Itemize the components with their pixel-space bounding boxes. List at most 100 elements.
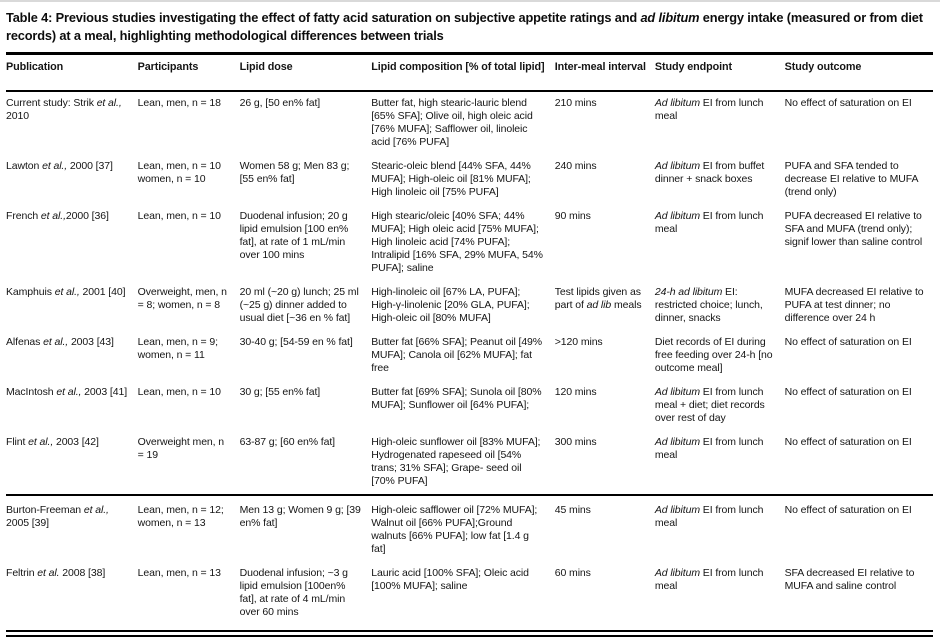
cell-participants: Lean, men, n = 10 [138,381,240,431]
text-segment: et al., [96,96,122,109]
cell-participants: Lean, men, n = 18 [138,91,240,155]
text-segment: energy intake (measured or from diet rec… [6,10,923,43]
table-row: Kamphuis et al., 2001 [40] Overweight, m… [6,281,933,331]
col-header-lipid-composition: Lipid composition [% of total lipid] [371,53,555,92]
cell-publication: Lawton et al., 2000 [37] [6,155,138,205]
text-segment: 30 g; [55 en% fat] [239,385,321,398]
cell-publication: Current study: Strik et al., 2010 [6,91,138,155]
text-segment: Lean, men, n = 9; women, n = 11 [137,335,218,361]
cell-lipid-dose: 20 ml (~20 g) lunch; 25 ml (~25 g) dinne… [240,281,372,331]
text-segment: High-oleic safflower oil [72% MUFA]; Wal… [371,504,538,556]
text-segment: 2000 [37] [67,159,113,172]
text-segment: Ad libitum [654,159,700,172]
table-row: Current study: Strik et al., 2010 Lean, … [6,91,933,155]
cell-publication: Kamphuis et al., 2001 [40] [6,281,138,331]
cell-study-outcome: No effect of saturation on EI [785,381,933,431]
text-segment: Lawton [6,159,43,172]
col-header-study-outcome: Study outcome [784,53,933,92]
text-segment: 2000 [36] [65,209,109,222]
text-segment: ad libitum [640,10,700,25]
text-segment: Lean, men, n = 13 [137,567,221,580]
cell-study-endpoint: Ad libitum EI from buffet dinner + snack… [655,155,785,205]
table-row: Alfenas et al., 2003 [43] Lean, men, n =… [6,331,933,381]
cell-lipid-dose: Men 13 g; Women 9 g; [39 en% fat] [239,494,372,563]
cell-lipid-composition: Stearic-oleic blend [44% SFA, 44% MUFA];… [371,155,555,205]
cell-participants: Lean, men, n = 10 women, n = 10 [138,155,240,205]
text-segment: EI: restricted choice; lunch, dinner, sn… [654,285,763,324]
col-header-lipid-dose: Lipid dose [239,53,372,92]
cell-study-endpoint: Ad libitum EI from lunch meal + diet; di… [655,381,785,431]
cell-study-endpoint: Diet records of EI during free feeding o… [655,331,785,381]
text-segment: >120 mins [554,335,603,348]
text-segment: 2003 [43] [68,335,114,348]
text-segment: 2001 [40] [79,285,126,298]
text-segment: 90 mins [554,209,591,222]
cell-lipid-dose: 26 g, [50 en% fat] [240,91,372,155]
text-segment: No effect of saturation on EI [784,335,912,348]
text-segment: 240 mins [554,159,597,172]
table-row: Flint et al., 2003 [42] Overweight men, … [6,431,933,495]
cell-study-outcome: MUFA decreased EI relative to PUFA at te… [785,281,933,331]
text-segment: et al., [40,209,66,222]
text-segment: EI from lunch meal [654,504,764,530]
text-segment: et al., [42,159,68,172]
cell-participants: Lean, men, n = 13 [138,562,240,634]
text-segment: 30-40 g; [54-59 en % fat] [239,335,353,348]
text-segment: Alfenas [6,335,44,348]
text-segment: High stearic/oleic [40% SFA; 44% MUFA]; … [371,209,543,274]
text-segment: meals [611,298,642,311]
cell-participants: Lean, men, n = 12; women, n = 13 [137,494,240,563]
text-segment: et al., [43,335,69,348]
cell-participants: Lean, men, n = 10 [138,205,240,281]
text-segment: Burton-Freeman [6,504,84,517]
cell-participants: Overweight, men, n = 8; women, n = 8 [138,281,240,331]
text-segment: 2003 [41] [81,385,128,398]
text-segment: EI from lunch meal [654,567,764,593]
text-segment: Butter fat [66% SFA]; Peanut oil [49% MU… [371,335,543,374]
text-segment: Lauric acid [100% SFA]; Oleic acid [100%… [371,567,529,593]
header-row: Publication Participants Lipid dose Lipi… [6,53,933,92]
cell-study-outcome: No effect of saturation on EI [785,91,933,155]
text-segment: High-linoleic oil [67% LA, PUFA]; High-γ… [371,285,530,324]
text-segment: et al. [37,567,60,580]
text-segment: EI from buffet dinner + snack boxes [654,159,765,185]
text-segment: et al., [56,385,82,398]
text-segment: 2003 [42] [53,436,99,449]
text-segment: Butter fat, high stearic-lauric blend [6… [371,96,533,148]
text-segment: 20 ml (~20 g) lunch; 25 ml (~25 g) dinne… [239,285,359,324]
cell-inter-meal-interval: Test lipids given as part of ad lib meal… [555,281,655,331]
table-header: Publication Participants Lipid dose Lipi… [6,53,933,92]
text-segment: Stearic-oleic blend [44% SFA, 44% MUFA];… [371,159,531,198]
text-segment: EI from lunch meal [654,209,764,235]
text-segment: 63-87 g; [60 en% fat] [239,436,335,449]
text-segment: Duodenal infusion; ~3 g lipid emulsion [… [239,567,348,619]
table-row: MacIntosh et al., 2003 [41] Lean, men, n… [6,381,933,431]
cell-study-outcome: No effect of saturation on EI [784,494,933,563]
cell-lipid-dose: Women 58 g; Men 83 g; [55 en% fat] [240,155,372,205]
text-segment: PUFA decreased EI relative to SFA and MU… [784,209,923,248]
cell-publication: Alfenas et al., 2003 [43] [6,331,138,381]
cell-study-endpoint: 24-h ad libitum EI: restricted choice; l… [655,281,785,331]
table-row: Feltrin et al. 2008 [38] Lean, men, n = … [6,562,933,634]
cell-lipid-dose: Duodenal infusion; 20 g lipid emulsion [… [240,205,372,281]
cell-lipid-composition: High-oleic sunflower oil [83% MUFA]; Hyd… [371,431,555,495]
text-segment: Test lipids given as part of [554,285,641,311]
text-segment: Table 4: Previous studies investigating … [6,10,641,25]
cell-lipid-dose: Duodenal infusion; ~3 g lipid emulsion [… [240,562,372,634]
text-segment: ad lib [586,298,612,311]
text-segment: MacIntosh [6,385,57,398]
text-segment: 2005 [39] [6,517,49,530]
text-segment: 2010 [6,109,29,122]
cell-study-outcome: PUFA decreased EI relative to SFA and MU… [785,205,933,281]
cell-lipid-dose: 30 g; [55 en% fat] [240,381,372,431]
text-segment: Overweight, men, n = 8; women, n = 8 [137,285,227,311]
text-segment: Lean, men, n = 10 [137,385,221,398]
cell-publication: French et al.,2000 [36] [6,205,138,281]
cell-study-endpoint: Ad libitum EI from lunch meal [655,205,785,281]
cell-lipid-composition: Butter fat [66% SFA]; Peanut oil [49% MU… [371,331,555,381]
cell-study-endpoint: Ad libitum EI from lunch meal [655,431,785,495]
text-segment: EI from lunch meal [654,96,764,122]
cell-inter-meal-interval: 60 mins [555,562,655,634]
text-segment: Duodenal infusion; 20 g lipid emulsion [… [239,209,349,261]
